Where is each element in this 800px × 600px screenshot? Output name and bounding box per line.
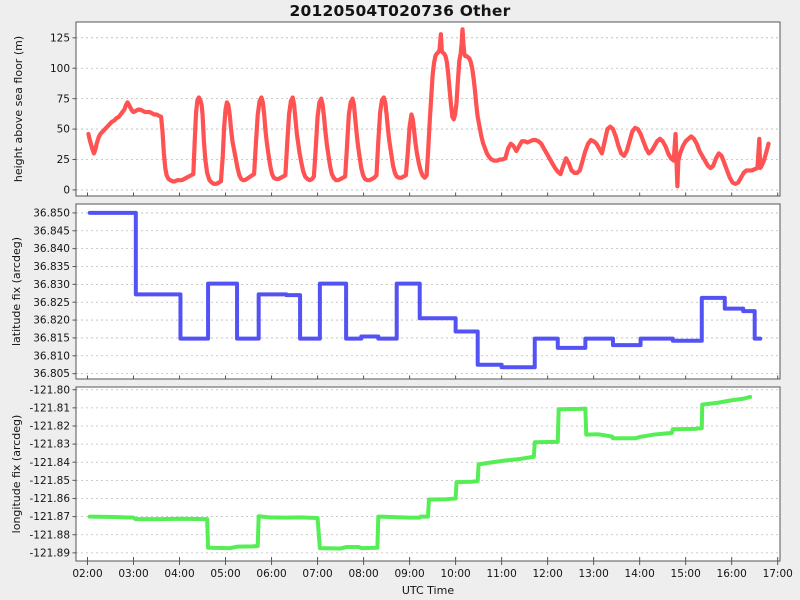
ytick-label-3-4: -121.85	[29, 475, 70, 487]
ytick-label-2-6: 36.835	[33, 261, 70, 273]
panel-background-2	[76, 204, 780, 379]
panel-frame-3	[75, 386, 781, 562]
ytick-label-2-3: 36.820	[33, 315, 70, 327]
xtick-label-3: 05:00	[210, 568, 240, 580]
xtick-label-2: 04:00	[164, 568, 194, 580]
ytick-label-2-0: 36.805	[33, 368, 70, 380]
ytick-label-3-2: -121.87	[29, 511, 70, 523]
ytick-label-3-9: -121.80	[29, 384, 70, 396]
ytick-label-2-9: 36.850	[33, 208, 70, 220]
ytick-label-2-2: 36.815	[33, 333, 70, 345]
ytick-label-3-6: -121.83	[29, 439, 70, 451]
xtick-label-5: 07:00	[302, 568, 332, 580]
panel-1: 0 25 50 75 100 125 height above sea floor (m)	[12, 21, 781, 197]
xtick-label-14: 16:00	[717, 568, 747, 580]
ytick-label-3-1: -121.88	[29, 529, 70, 541]
series-line-1-0	[86, 27, 771, 189]
ytick-label-1-2: 50	[57, 124, 70, 136]
ytick-label-1-3: 75	[57, 93, 70, 105]
series-line-3-0	[87, 394, 753, 551]
xtick-label-13: 15:00	[671, 568, 701, 580]
xtick-label-15: 17:00	[763, 568, 793, 580]
yaxis-label-3: longitude fix (arcdeg)	[10, 415, 23, 534]
xtick-label-1: 03:00	[118, 568, 148, 580]
xtick-label-11: 13:00	[579, 568, 609, 580]
xtick-label-7: 09:00	[394, 568, 424, 580]
panel-3: -121.89 -121.88 -121.87 -121.86 -121.85 -121.…	[10, 384, 793, 580]
figure-title: 20120504T020736 Other	[289, 2, 511, 20]
ytick-label-3-0: -121.89	[29, 547, 70, 559]
xaxis-label: UTC Time	[402, 584, 454, 597]
ytick-label-2-7: 36.840	[33, 243, 70, 255]
ytick-label-3-7: -121.82	[29, 421, 70, 433]
xtick-label-9: 11:00	[486, 568, 516, 580]
panel-background-3	[76, 387, 780, 561]
yaxis-label-2: latitude fix (arcdeg)	[10, 237, 23, 346]
ytick-label-2-1: 36.810	[33, 350, 70, 362]
panel-frame-1	[75, 21, 781, 197]
ytick-label-2-8: 36.845	[33, 225, 70, 237]
panel-2: 36.805 36.810 36.815 36.820 36.825 36.830 36.8…	[10, 203, 781, 380]
xtick-label-6: 08:00	[348, 568, 378, 580]
yaxis-label-1: height above sea floor (m)	[12, 36, 25, 182]
ytick-label-1-0: 0	[63, 185, 70, 197]
ytick-label-1-4: 100	[50, 63, 70, 75]
series-line-2-0	[87, 210, 763, 370]
ytick-label-2-5: 36.830	[33, 279, 70, 291]
ytick-label-3-5: -121.84	[29, 457, 70, 469]
panel-frame-2	[75, 203, 781, 380]
xtick-label-10: 12:00	[533, 568, 563, 580]
xtick-label-8: 10:00	[440, 568, 470, 580]
ytick-label-1-1: 25	[57, 154, 70, 166]
ytick-label-3-3: -121.86	[29, 493, 70, 505]
ytick-label-2-4: 36.825	[33, 297, 70, 309]
ytick-label-1-5: 125	[50, 32, 70, 44]
xtick-label-4: 06:00	[256, 568, 286, 580]
xtick-label-12: 14:00	[625, 568, 655, 580]
xtick-label-0: 02:00	[72, 568, 102, 580]
ytick-label-3-8: -121.81	[29, 402, 70, 414]
